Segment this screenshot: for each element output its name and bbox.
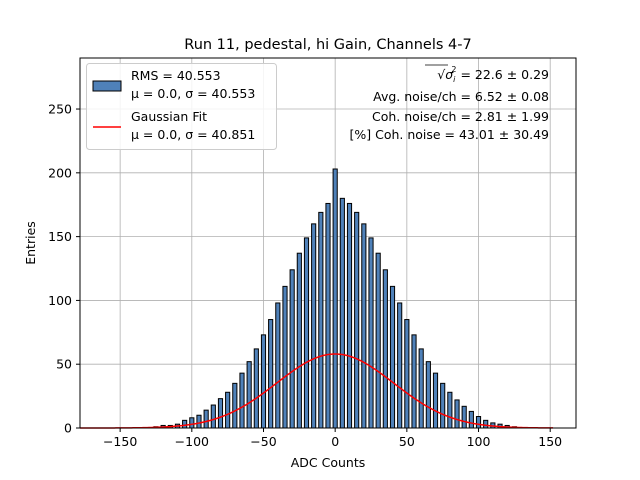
histogram-bar — [411, 334, 417, 429]
legend-fit-label: Gaussian Fit — [131, 109, 207, 124]
histogram-bar — [425, 361, 431, 429]
histogram-bar — [246, 361, 252, 429]
y-tick-label: 100 — [48, 293, 72, 308]
histogram-bar — [454, 399, 460, 429]
sigma-superscript: 2 — [451, 65, 456, 74]
histogram-bar — [475, 416, 482, 429]
histogram-bar — [239, 372, 245, 429]
histogram-bars — [153, 168, 517, 429]
histogram-bar — [332, 168, 338, 429]
histogram-bar — [368, 237, 374, 429]
histogram-bar — [346, 202, 353, 429]
histogram-bar — [296, 252, 302, 429]
x-tick-label: 0 — [331, 434, 339, 449]
sigma-symbol: σ — [445, 67, 454, 82]
histogram-bar — [275, 302, 281, 429]
x-axis-label: ADC Counts — [291, 455, 366, 470]
legend-fit-stats: μ = 0.0, σ = 40.851 — [131, 127, 255, 142]
gaussian-fit-curve — [80, 353, 554, 429]
y-tick-label: 50 — [56, 357, 72, 372]
histogram-bar — [375, 252, 381, 429]
histogram-bar — [325, 202, 331, 429]
histogram-bar — [318, 211, 324, 429]
y-tick-label: 150 — [48, 229, 72, 244]
histogram-bar — [483, 419, 489, 429]
histogram-bar — [397, 302, 403, 429]
legend-histogram-swatch — [92, 80, 122, 92]
y-axis-label: Entries — [23, 221, 38, 265]
histogram-bar — [253, 348, 259, 429]
histogram-bar — [418, 348, 424, 429]
legend-box — [86, 63, 277, 150]
histogram-bar — [432, 372, 439, 429]
y-tick-label: 0 — [64, 421, 72, 436]
x-tick-label: −100 — [175, 434, 209, 449]
sigma-value: = 22.6 ± 0.29 — [456, 67, 549, 82]
y-tick-label: 200 — [48, 165, 72, 180]
histogram-bar — [303, 237, 310, 429]
annotation-avg-noise: Avg. noise/ch = 6.52 ± 0.08 — [373, 89, 549, 104]
histogram-bar — [339, 197, 345, 429]
annotation-coh-noise: Coh. noise/ch = 2.81 ± 1.99 — [372, 109, 549, 124]
x-tick-label: 100 — [467, 434, 491, 449]
histogram-bar — [468, 410, 474, 429]
histogram-bar — [389, 285, 396, 429]
sigma-subscript: i — [453, 75, 456, 84]
legend-histogram-stats: μ = 0.0, σ = 40.553 — [131, 86, 255, 101]
histogram-bar — [268, 319, 274, 429]
chart-title: Run 11, pedestal, hi Gain, Channels 4-7 — [184, 37, 471, 53]
histogram-bar — [217, 398, 224, 429]
histogram-bar — [354, 211, 360, 429]
histogram-bar — [225, 391, 231, 429]
y-tick-label: 250 — [48, 102, 72, 117]
histogram-bar — [361, 223, 367, 429]
x-tick-label: 150 — [538, 434, 562, 449]
x-tick-label: −150 — [103, 434, 137, 449]
histogram-bar — [203, 409, 209, 429]
histogram-bar — [210, 404, 216, 429]
x-axis-ticks: −150 −100 −50 0 50 100 150 — [103, 428, 562, 449]
histogram-bar — [282, 285, 288, 429]
histogram-bar — [260, 334, 267, 429]
annotation-sigma-line: √σi2 = 22.6 ± 0.29 — [437, 65, 549, 84]
x-tick-label: 50 — [399, 434, 415, 449]
histogram-bar — [311, 223, 317, 429]
histogram-bar — [289, 269, 295, 429]
plot-frame — [79, 57, 577, 429]
histogram-bar — [189, 417, 195, 429]
histogram-bar — [461, 405, 467, 429]
legend-histogram-label: RMS = 40.553 — [131, 68, 221, 83]
histogram-bar — [232, 382, 238, 429]
histogram-bar — [382, 269, 388, 429]
legend: RMS = 40.553 μ = 0.0, σ = 40.553 Gaussia… — [86, 63, 277, 150]
noise-annotations: √σi2 = 22.6 ± 0.29 Avg. noise/ch = 6.52 … — [349, 64, 549, 142]
histogram-bar — [196, 414, 202, 429]
annotation-coh-noise-percent: [%] Coh. noise = 43.01 ± 30.49 — [349, 127, 549, 142]
histogram-bar — [182, 419, 188, 429]
y-axis-ticks: 0 50 100 150 200 250 — [48, 102, 80, 436]
histogram-bar — [404, 319, 410, 429]
histogram-bar — [440, 382, 446, 429]
histogram-bar — [447, 391, 453, 429]
sqrt-symbol: √ — [437, 67, 445, 82]
x-tick-label: −50 — [250, 434, 276, 449]
